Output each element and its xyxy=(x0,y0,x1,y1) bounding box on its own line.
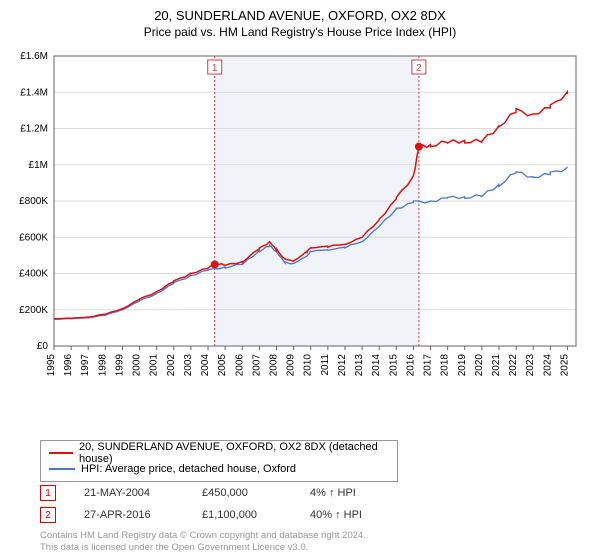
marker-badge-1: 1 xyxy=(40,485,56,501)
svg-text:2007: 2007 xyxy=(251,354,262,377)
svg-text:2021: 2021 xyxy=(491,354,502,377)
svg-text:2004: 2004 xyxy=(200,354,211,377)
svg-text:2009: 2009 xyxy=(286,354,297,377)
marker-price-2: £1,100,000 xyxy=(202,509,282,521)
svg-text:£1M: £1M xyxy=(29,160,48,171)
svg-text:2005: 2005 xyxy=(217,354,228,377)
footer-line-2: This data is licensed under the Open Gov… xyxy=(40,542,366,554)
svg-text:£600K: £600K xyxy=(19,232,48,243)
svg-text:1999: 1999 xyxy=(114,354,125,377)
chart-title: 20, SUNDERLAND AVENUE, OXFORD, OX2 8DX xyxy=(0,0,600,23)
svg-text:£200K: £200K xyxy=(19,305,48,316)
svg-text:1995: 1995 xyxy=(46,354,57,377)
svg-text:2: 2 xyxy=(416,63,422,74)
svg-text:1998: 1998 xyxy=(97,354,108,377)
svg-text:2025: 2025 xyxy=(559,354,570,377)
svg-text:2017: 2017 xyxy=(423,354,434,377)
svg-text:£1.4M: £1.4M xyxy=(20,87,48,98)
svg-text:2018: 2018 xyxy=(440,354,451,377)
legend-item-price: 20, SUNDERLAND AVENUE, OXFORD, OX2 8DX (… xyxy=(49,445,389,461)
svg-text:£0: £0 xyxy=(37,341,49,352)
svg-text:2020: 2020 xyxy=(474,354,485,377)
marker-diff-2: 40% ↑ HPI xyxy=(310,509,390,521)
chart-container: 20, SUNDERLAND AVENUE, OXFORD, OX2 8DX P… xyxy=(0,0,600,560)
svg-text:2015: 2015 xyxy=(388,354,399,377)
marker-price-1: £450,000 xyxy=(202,487,282,499)
svg-text:2014: 2014 xyxy=(371,354,382,377)
svg-text:£800K: £800K xyxy=(19,196,48,207)
marker-date-1: 21-MAY-2004 xyxy=(84,487,174,499)
svg-text:2002: 2002 xyxy=(166,354,177,377)
svg-text:2012: 2012 xyxy=(337,354,348,377)
svg-text:2003: 2003 xyxy=(183,354,194,377)
svg-text:2001: 2001 xyxy=(149,354,160,377)
svg-text:2013: 2013 xyxy=(354,354,365,377)
svg-text:2010: 2010 xyxy=(303,354,314,377)
svg-text:2008: 2008 xyxy=(268,354,279,377)
marker-diff-1: 4% ↑ HPI xyxy=(310,487,390,499)
svg-text:2024: 2024 xyxy=(542,354,553,377)
svg-text:2016: 2016 xyxy=(405,354,416,377)
svg-text:2000: 2000 xyxy=(132,354,143,377)
svg-text:1997: 1997 xyxy=(80,354,91,377)
legend-swatch-hpi xyxy=(49,468,75,470)
svg-text:£1.2M: £1.2M xyxy=(20,124,48,135)
marker-badge-2: 2 xyxy=(40,507,56,523)
svg-text:2023: 2023 xyxy=(525,354,536,377)
svg-text:2019: 2019 xyxy=(457,354,468,377)
svg-text:2006: 2006 xyxy=(234,354,245,377)
svg-text:1996: 1996 xyxy=(63,354,74,377)
legend-swatch-price xyxy=(49,452,73,454)
svg-text:£1.6M: £1.6M xyxy=(20,51,48,62)
legend: 20, SUNDERLAND AVENUE, OXFORD, OX2 8DX (… xyxy=(40,440,398,482)
svg-text:£400K: £400K xyxy=(19,269,48,280)
marker-table: 1 21-MAY-2004 £450,000 4% ↑ HPI 2 27-APR… xyxy=(40,482,390,526)
legend-label-price: 20, SUNDERLAND AVENUE, OXFORD, OX2 8DX (… xyxy=(79,441,389,465)
svg-text:2022: 2022 xyxy=(508,354,519,377)
line-chart: £0£200K£400K£600K£800K£1M£1.2M£1.4M£1.6M… xyxy=(50,52,580,392)
svg-text:2011: 2011 xyxy=(320,354,331,376)
footer-line-1: Contains HM Land Registry data © Crown c… xyxy=(40,530,366,542)
marker-date-2: 27-APR-2016 xyxy=(84,509,174,521)
marker-row-1: 1 21-MAY-2004 £450,000 4% ↑ HPI xyxy=(40,482,390,504)
marker-row-2: 2 27-APR-2016 £1,100,000 40% ↑ HPI xyxy=(40,504,390,526)
chart-subtitle: Price paid vs. HM Land Registry's House … xyxy=(0,23,600,45)
footer-attribution: Contains HM Land Registry data © Crown c… xyxy=(40,530,366,555)
svg-text:1: 1 xyxy=(212,63,218,74)
legend-label-hpi: HPI: Average price, detached house, Oxfo… xyxy=(81,463,296,475)
